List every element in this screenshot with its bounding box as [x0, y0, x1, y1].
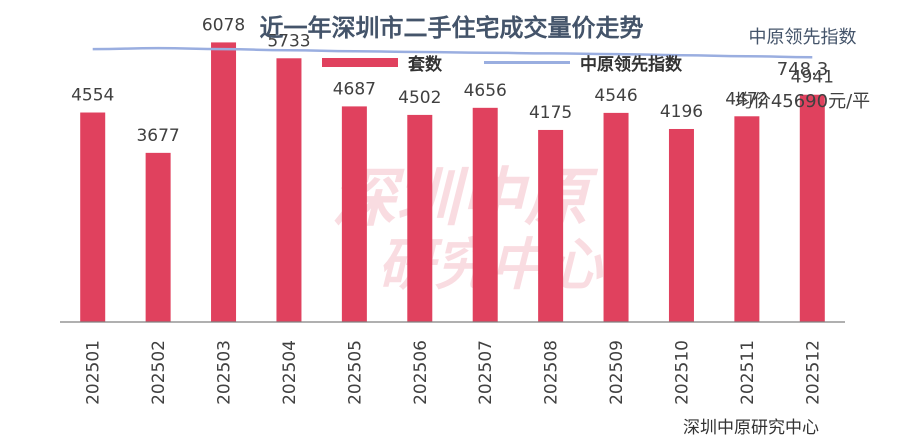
index-info-panel: 中原领先指数 748.3 均价45690元/平 [720, 22, 885, 118]
legend-swatch-line [484, 60, 570, 64]
bar-label-202510: 4196 [660, 102, 703, 122]
x-tick-label-202508: 202508 [542, 340, 562, 405]
bar-202508 [538, 129, 564, 322]
bar-label-202505: 4687 [333, 79, 376, 99]
bar-202501 [80, 112, 106, 323]
watermark: 深圳中原 研究中心 [332, 162, 604, 298]
average-price: 均价45690元/平 [734, 91, 871, 112]
bar-label-202507: 4656 [464, 81, 507, 101]
legend-label-line: 中原领先指数 [580, 54, 682, 75]
bar-202509 [603, 112, 629, 322]
chart-title: 近一年深圳市二手住宅成交量价走势 [259, 14, 644, 42]
bar-202511 [734, 116, 760, 323]
legend-swatch-bars [322, 57, 398, 67]
bar-202506 [407, 114, 433, 323]
x-tick-label-202511: 202511 [738, 340, 758, 405]
bar-label-202504: 5733 [267, 31, 310, 51]
bar-202504 [276, 58, 302, 322]
index-value: 748.3 [776, 59, 829, 80]
legend-item-bars: 套数 [322, 50, 442, 75]
x-tick-label-202502: 202502 [149, 340, 169, 405]
x-tick-label-202503: 202503 [215, 340, 235, 405]
index-line [92, 46, 813, 59]
x-tick-label-202506: 202506 [411, 340, 431, 405]
bar-label-202506: 4502 [398, 88, 441, 108]
index-label: 中原领先指数 [748, 27, 857, 48]
x-tick-label-202504: 202504 [280, 340, 300, 405]
bar-label-202501: 4554 [71, 86, 114, 106]
bar-202510 [668, 128, 694, 322]
x-tick-label-202512: 202512 [803, 340, 823, 405]
x-tick-label-202509: 202509 [607, 340, 627, 405]
x-tick-label-202507: 202507 [476, 340, 496, 405]
bar-202503 [211, 42, 237, 323]
bar-label-202511: 4472 [725, 89, 768, 109]
legend-label-bars: 套数 [408, 54, 442, 75]
source-footer: 深圳中原研究中心 [683, 418, 819, 438]
bar-202507 [472, 107, 498, 322]
bar-202505 [341, 106, 367, 322]
bar-label-202509: 4546 [594, 86, 637, 106]
bar-202502 [145, 152, 171, 322]
legend: 套数 中原领先指数 [322, 50, 724, 75]
bar-label-202503: 6078 [202, 15, 245, 35]
bar-label-202502: 3677 [136, 126, 179, 146]
legend-item-line: 中原领先指数 [484, 50, 682, 75]
x-tick-label-202501: 202501 [84, 340, 104, 405]
bar-202512 [799, 94, 825, 323]
x-tick-label-202510: 202510 [672, 340, 692, 405]
bar-label-202508: 4175 [529, 103, 572, 123]
x-tick-label-202505: 202505 [345, 340, 365, 405]
bar-label-202512: 4941 [791, 68, 834, 88]
